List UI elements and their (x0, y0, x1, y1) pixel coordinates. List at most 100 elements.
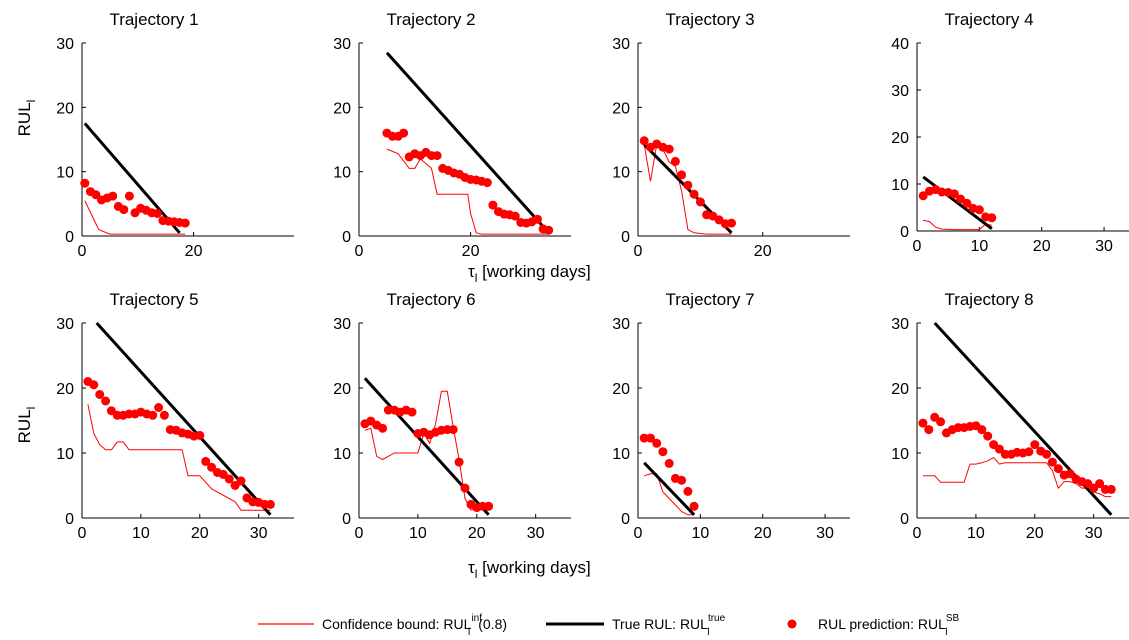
panel-5-prediction-point (201, 456, 211, 466)
panel-3-prediction-point (683, 180, 693, 190)
panel-3-prediction-point (639, 136, 649, 146)
panel-6-prediction-point (378, 423, 388, 433)
legend-confidence-suffix: (0.8) (478, 616, 507, 632)
panel-8-x-tick-label: 0 (913, 525, 922, 542)
panel-5-prediction-point (154, 403, 164, 412)
panel-7-title: Trajectory 7 (665, 290, 754, 309)
x-axis-label-top: τl [working days] (468, 262, 591, 285)
panel-6: Trajectory 6 0 10 20 30 0 10 20 30 (333, 290, 571, 542)
panel-6-x-tick-label: 30 (527, 525, 545, 542)
panel-5-y-tick-label: 0 (65, 511, 74, 528)
panel-6-y-tick-label: 30 (333, 316, 351, 333)
panel-8-x-tick-label: 10 (967, 525, 985, 542)
legend-prediction-sup: SB (946, 613, 960, 624)
panel-4-y-tick-label: 30 (891, 83, 909, 100)
y-axis-label-top: RULl (15, 100, 38, 137)
panel-4-prediction-point (949, 189, 959, 199)
panel-2-prediction-point (432, 151, 442, 161)
panel-3-x-tick-label: 20 (754, 243, 772, 260)
panel-6-prediction-point (448, 425, 458, 435)
panel-4-x-tick-label: 20 (1033, 238, 1051, 255)
panel-8-prediction-point (936, 417, 946, 427)
panel-8-prediction-point (1024, 447, 1034, 457)
panel-2: Trajectory 2 0 10 20 30 0 20 (333, 10, 571, 260)
panel-7-x-tick-label: 20 (754, 525, 772, 542)
panel-2-prediction-point (510, 211, 520, 221)
panel-4-y-tick-label: 10 (891, 177, 909, 194)
panel-8-title: Trajectory 8 (944, 290, 1033, 309)
panel-4-x-tick-label: 10 (970, 238, 988, 255)
panel-2-title: Trajectory 2 (386, 10, 475, 29)
x-axis-label-top-text: [working days] (477, 262, 590, 281)
panel-3: Trajectory 3 0 10 20 30 0 20 (612, 10, 850, 260)
panel-5-y-tick-label: 10 (56, 446, 74, 463)
panel-2-y-tick-label: 10 (333, 165, 351, 182)
panel-4-prediction-point (918, 191, 928, 201)
panel-2-prediction-point (399, 128, 409, 138)
legend: Confidence bound: RULinf l(0.8) True RUL:… (258, 613, 960, 638)
legend-confidence-sup: inf (471, 613, 482, 624)
panel-5-prediction-point (159, 410, 169, 420)
legend-prediction-sub: l (945, 627, 947, 638)
panel-3-y-tick-label: 10 (612, 165, 630, 182)
panel-7-prediction-point (652, 438, 662, 448)
panel-1-x-tick-label: 0 (78, 243, 87, 260)
panel-7-x-tick-label: 0 (634, 525, 643, 542)
panel-5-x-tick-label: 10 (132, 525, 150, 542)
panel-5-prediction-point (95, 390, 105, 399)
panel-3-title: Trajectory 3 (665, 10, 754, 29)
panel-7-true-rul (643, 461, 696, 516)
panel-5-x-tick-label: 0 (78, 525, 87, 542)
panel-6-true-rul (363, 377, 490, 516)
panel-7-prediction-point (646, 433, 655, 443)
legend-prediction-marker (787, 619, 797, 629)
panel-4-y-tick-label: 40 (891, 36, 909, 53)
panel-2-x-tick-label: 0 (355, 243, 364, 260)
panel-2-y-tick-label: 30 (333, 36, 351, 53)
x-axis-label-bottom-sub: l (475, 567, 478, 581)
panel-7-y-tick-label: 0 (621, 511, 630, 528)
panel-1-y-tick-label: 20 (56, 100, 74, 117)
panel-1-prediction-point (124, 191, 134, 201)
panel-4-y-tick-label: 20 (891, 130, 909, 147)
panel-3-y-tick-label: 30 (612, 36, 630, 53)
panel-7: Trajectory 7 0 10 20 30 0 10 20 30 (612, 290, 850, 542)
panel-1-y-tick-label: 0 (65, 229, 74, 246)
panel-6-title: Trajectory 6 (386, 290, 475, 309)
panel-8-prediction-point (924, 425, 934, 435)
panel-5-x-tick-label: 30 (250, 525, 268, 542)
panel-7-prediction-point (639, 433, 649, 443)
panel-7-prediction-point (664, 458, 674, 468)
panel-7-y-tick-label: 10 (612, 446, 630, 463)
panel-8-y-tick-label: 30 (891, 316, 909, 333)
panel-8-prediction-point (1030, 440, 1040, 450)
panel-5-title: Trajectory 5 (109, 290, 198, 309)
panel-2-prediction-point (533, 214, 542, 224)
panel-7-x-tick-label: 10 (691, 525, 709, 542)
legend-true-sub: l (707, 627, 709, 638)
panel-2-prediction-point (488, 200, 498, 210)
panel-4-title: Trajectory 4 (944, 10, 1033, 29)
legend-confidence-sub: l (468, 627, 470, 638)
y-axis-label-bottom: RULl (15, 407, 38, 444)
panel-8-prediction-point (1053, 464, 1063, 474)
legend-true-sup: true (708, 613, 726, 624)
panel-8-prediction-point (1065, 469, 1075, 479)
panel-6-x-tick-label: 10 (409, 525, 427, 542)
x-axis-label-top-tau: τ (468, 262, 475, 281)
legend-prediction-prefix: RUL prediction: RUL (818, 616, 946, 632)
panel-8-prediction-point (983, 431, 993, 441)
panel-4-confidence-bound (923, 219, 992, 231)
panel-3-prediction-point (695, 197, 705, 207)
panel-5-prediction-point (224, 474, 234, 484)
panel-2-y-tick-label: 0 (342, 229, 351, 246)
panel-4-prediction-point (987, 213, 997, 223)
panel-1-prediction-point (180, 218, 190, 228)
panel-8-prediction-point (1095, 479, 1105, 489)
panel-2-confidence-bound (386, 148, 549, 235)
panel-6-x-tick-label: 0 (355, 525, 364, 542)
panel-7-prediction-point (683, 486, 693, 496)
panel-3-prediction-point (664, 144, 674, 154)
x-axis-label-bottom-tau: τ (468, 558, 475, 577)
